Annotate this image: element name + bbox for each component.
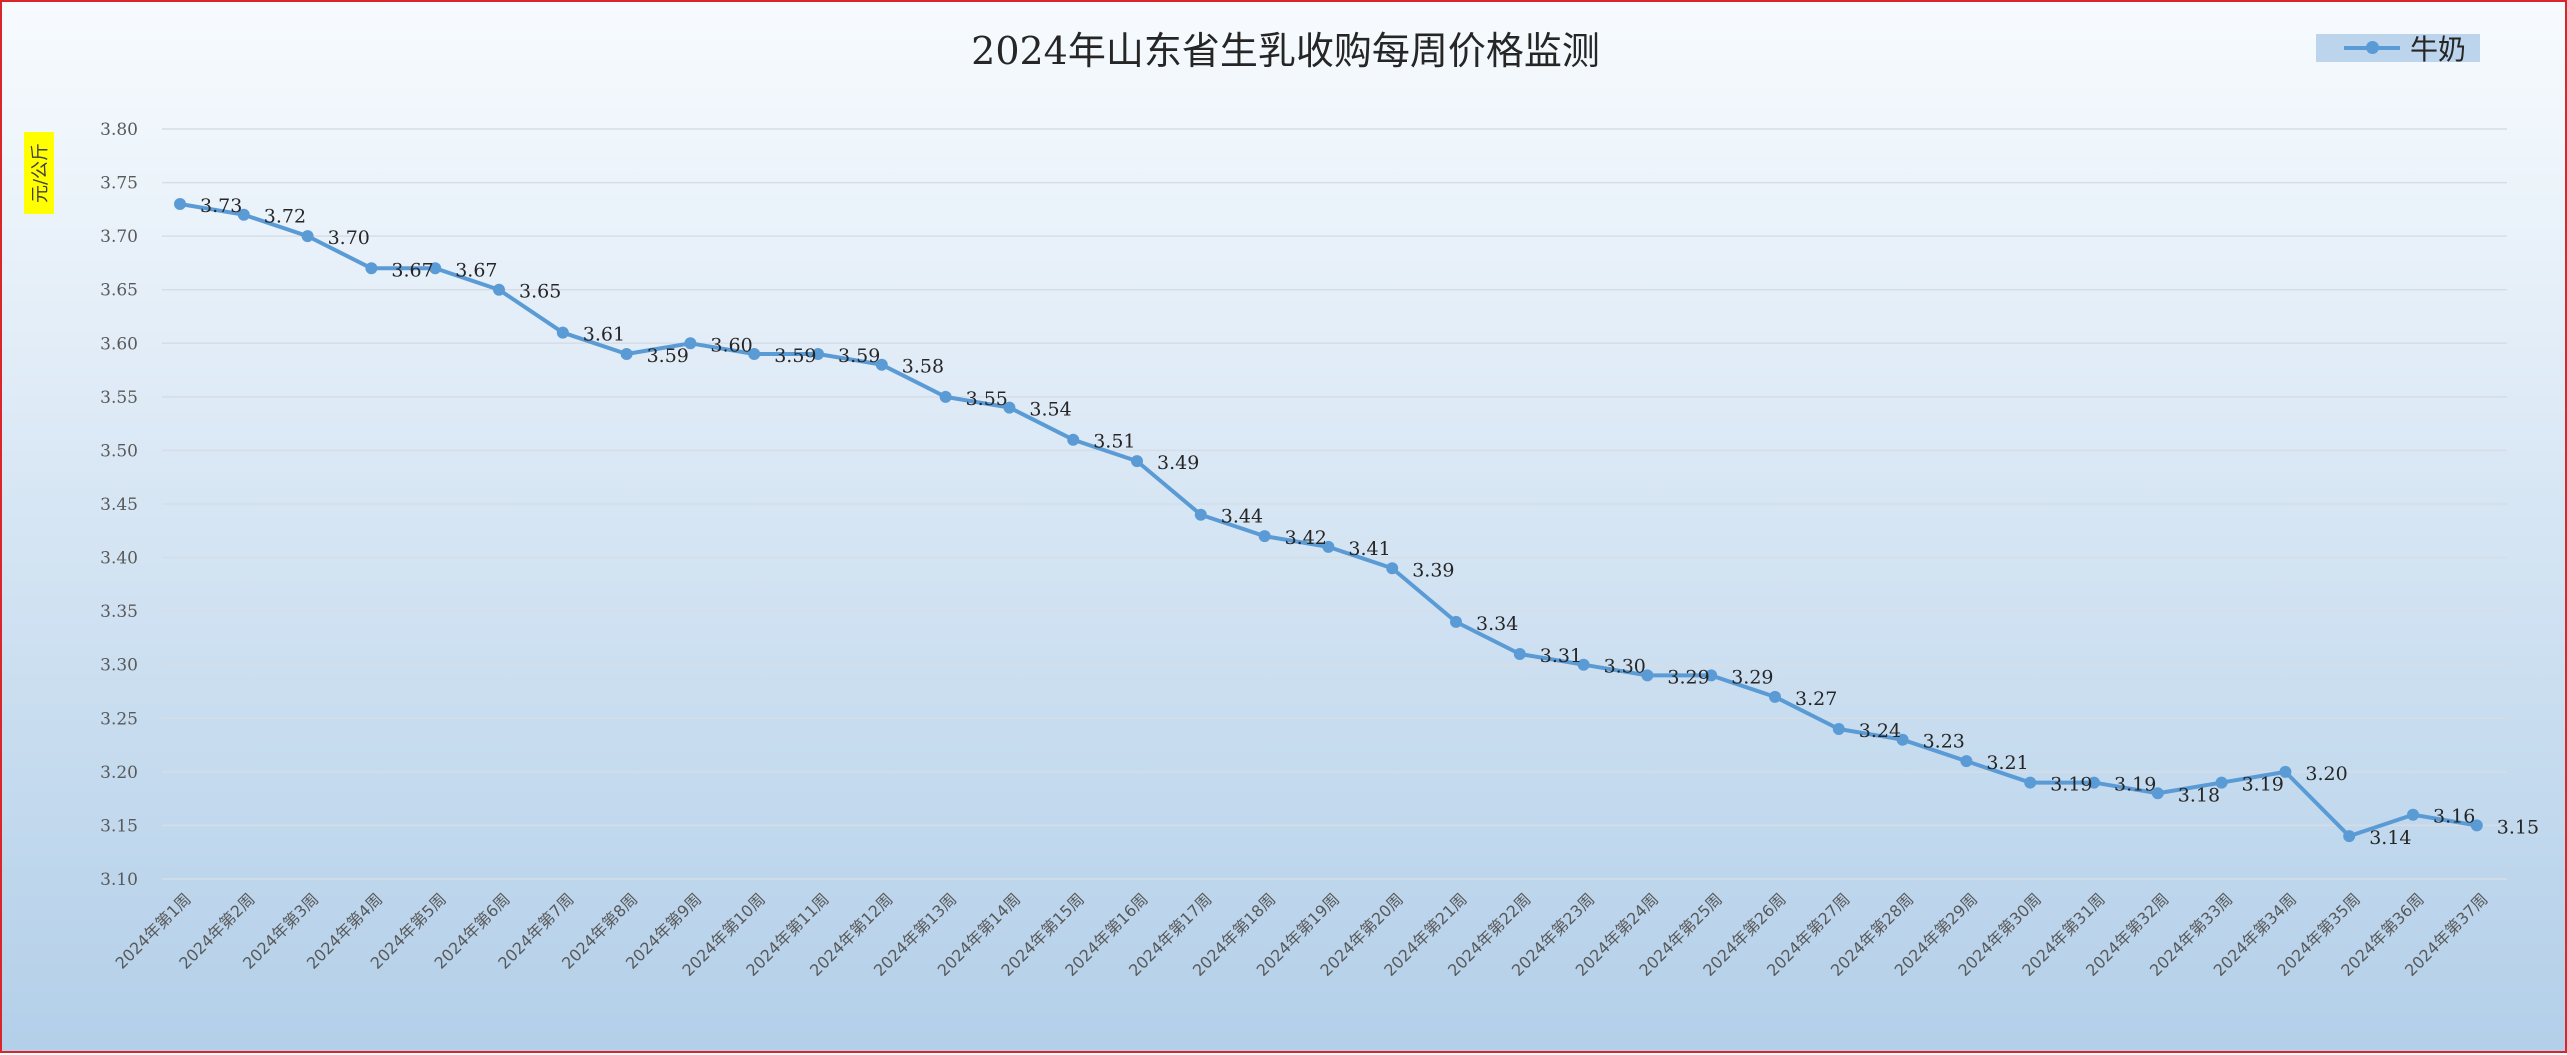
data-label: 3.42 (1285, 527, 1327, 549)
data-label: 3.19 (2242, 774, 2284, 796)
data-point (493, 283, 505, 296)
data-label: 3.24 (1859, 720, 1901, 742)
data-point (365, 262, 378, 275)
data-label: 3.27 (1795, 688, 1837, 710)
y-tick-label: 3.35 (100, 602, 138, 622)
data-label: 3.31 (1540, 645, 1582, 667)
data-label: 3.20 (2305, 763, 2347, 785)
data-label: 3.44 (1221, 506, 1263, 528)
y-tick-label: 3.40 (100, 549, 138, 569)
data-point (2407, 808, 2419, 821)
y-tick-label: 3.75 (100, 174, 138, 194)
data-label: 3.19 (2114, 774, 2156, 796)
data-point (1194, 508, 1207, 521)
data-point (2151, 787, 2164, 800)
legend-marker (2344, 41, 2400, 54)
data-point (429, 262, 442, 275)
data-point (1769, 690, 1781, 703)
data-point (1513, 648, 1526, 660)
data-label: 3.61 (583, 324, 625, 346)
data-point (2088, 776, 2100, 789)
data-label: 3.15 (2497, 816, 2539, 838)
legend: 牛奶 (2316, 33, 2480, 66)
data-point (2215, 776, 2228, 789)
data-label: 3.65 (519, 281, 561, 303)
data-point (1577, 658, 1590, 671)
data-point (174, 198, 186, 210)
data-point (1067, 433, 1080, 446)
data-point (1705, 669, 1718, 682)
y-tick-label: 3.10 (100, 870, 138, 890)
y-tick-label: 3.55 (100, 388, 138, 408)
data-point (1386, 562, 1399, 575)
y-tick-label: 3.25 (100, 709, 138, 729)
data-label: 3.14 (2369, 827, 2411, 849)
y-tick-label: 3.50 (100, 441, 138, 461)
data-label: 3.55 (966, 388, 1008, 410)
data-label: 3.29 (1731, 666, 1773, 688)
y-tick-label: 3.45 (100, 495, 138, 515)
data-label: 3.70 (328, 227, 370, 249)
data-label: 3.60 (710, 334, 752, 356)
data-label: 3.54 (1029, 399, 1071, 421)
data-point (1832, 723, 1845, 735)
data-point (1131, 455, 1143, 468)
legend-label: 牛奶 (2410, 33, 2467, 66)
data-label: 3.29 (1667, 666, 1709, 688)
y-tick-label: 3.30 (100, 656, 138, 676)
y-tick-label: 3.70 (100, 227, 138, 247)
data-label: 3.59 (774, 345, 816, 367)
data-point (2279, 765, 2292, 778)
y-tick-label: 3.80 (100, 120, 138, 140)
y-axis-label-box: 元/公斤 (24, 132, 54, 214)
data-point (1258, 530, 1271, 543)
data-label: 3.59 (838, 345, 880, 367)
data-label: 3.21 (1986, 752, 2028, 774)
data-point (684, 337, 697, 350)
data-label: 3.41 (1348, 538, 1390, 560)
data-label: 3.34 (1476, 613, 1518, 635)
data-point (237, 208, 250, 221)
data-label: 3.49 (1157, 452, 1199, 474)
data-point (1322, 540, 1335, 553)
data-label: 3.23 (1923, 731, 1965, 753)
y-tick-label: 3.60 (100, 334, 138, 354)
data-point (1641, 669, 1654, 682)
data-point (1896, 733, 1909, 746)
data-label: 3.59 (647, 345, 689, 367)
data-label: 3.67 (455, 259, 497, 281)
data-label: 3.39 (1412, 559, 1454, 581)
data-label: 3.18 (2178, 784, 2220, 806)
data-label: 3.58 (902, 356, 944, 378)
data-point (620, 348, 633, 360)
data-point (748, 348, 761, 360)
y-tick-label: 3.65 (100, 281, 138, 301)
data-point (1003, 401, 1016, 414)
y-tick-label: 3.20 (100, 763, 138, 783)
data-point (812, 348, 824, 360)
data-label: 3.51 (1093, 431, 1135, 453)
chart-title: 2024年山东省生乳收购每周价格监测 (971, 29, 1600, 73)
data-point (875, 358, 888, 371)
data-point (1960, 755, 1973, 768)
data-label: 3.73 (200, 195, 242, 217)
y-tick-label: 3.15 (100, 816, 138, 836)
data-point (1450, 615, 1462, 628)
data-point (556, 326, 569, 339)
data-label: 3.72 (264, 206, 306, 228)
data-label: 3.30 (1604, 656, 1646, 678)
data-point (2024, 776, 2037, 789)
data-point (939, 390, 952, 403)
data-label: 3.16 (2433, 806, 2475, 828)
data-point (2343, 830, 2356, 843)
data-point (2470, 819, 2483, 832)
data-point (301, 230, 314, 243)
data-label: 3.67 (391, 259, 433, 281)
data-label: 3.19 (2050, 774, 2092, 796)
